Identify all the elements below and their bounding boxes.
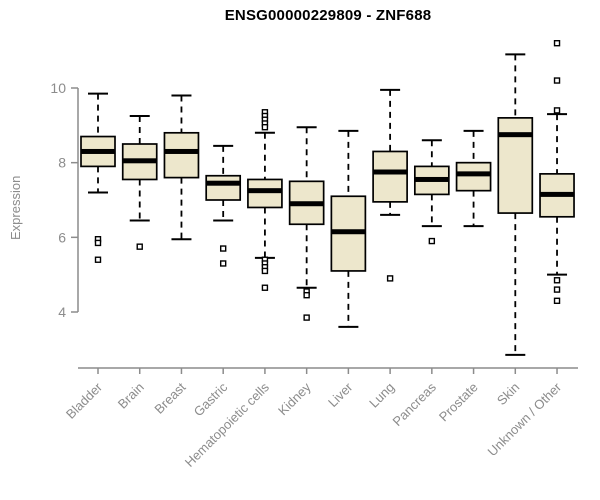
x-tick-label-prostate: Prostate: [436, 380, 481, 425]
box-gastric: [205, 174, 242, 201]
outlier-bladder: [94, 256, 102, 263]
median-prostate: [456, 171, 491, 177]
median-liver: [331, 229, 366, 235]
x-tick-label-kidney: Kidney: [275, 379, 314, 418]
outlier-gastric: [219, 245, 227, 252]
x-tick-label-breast: Breast: [151, 379, 188, 416]
box-lung: [372, 150, 408, 203]
x-tick-label-brain: Brain: [115, 380, 147, 412]
x-tick-label-liver: Liver: [325, 379, 356, 410]
outlier-gastric: [219, 260, 227, 267]
outlier-unknown-other: [553, 277, 561, 284]
x-tick-label-unknown-other: Unknown / Other: [485, 379, 565, 459]
box-prostate: [455, 161, 492, 192]
x-tick-label-lung: Lung: [366, 380, 397, 411]
outlier-unknown-other: [553, 77, 561, 84]
x-tick-label-bladder: Bladder: [63, 379, 106, 422]
x-tick-label-skin: Skin: [494, 380, 522, 408]
box-breast: [163, 131, 200, 179]
chart-title: ENSG00000229809 - ZNF688: [224, 7, 432, 24]
outlier-pancreas: [428, 237, 436, 245]
median-brain: [122, 158, 157, 164]
median-gastric: [206, 180, 241, 186]
median-unknown-other: [540, 191, 575, 197]
y-tick-label: 8: [58, 155, 66, 171]
y-tick-label: 10: [50, 80, 66, 96]
outlier-unknown-other: [553, 40, 561, 47]
outlier-unknown-other: [553, 107, 561, 114]
outlier-bladder: [94, 239, 102, 247]
outlier-unknown-other: [553, 297, 561, 304]
outlier-kidney: [303, 292, 310, 299]
y-axis-label: Expression: [8, 176, 23, 240]
box-skin: [497, 117, 534, 214]
median-hematopoietic-cells: [247, 188, 282, 194]
y-tick-label: 6: [58, 229, 66, 245]
outlier-lung: [386, 275, 394, 282]
outlier-hematopoietic-cells: [261, 123, 269, 131]
box-hematopoietic-cells: [247, 178, 283, 209]
median-breast: [164, 148, 199, 154]
y-tick-label: 4: [58, 304, 66, 320]
median-pancreas: [414, 176, 449, 182]
median-skin: [498, 132, 533, 138]
outlier-unknown-other: [553, 286, 561, 293]
outlier-kidney: [303, 314, 310, 321]
median-bladder: [81, 148, 115, 154]
median-kidney: [289, 201, 324, 207]
outlier-brain: [136, 243, 143, 250]
outlier-hematopoietic-cells: [261, 284, 269, 291]
x-tick-label-gastric: Gastric: [191, 379, 231, 419]
x-tick-label-pancreas: Pancreas: [390, 379, 440, 429]
median-lung: [373, 169, 408, 175]
outlier-hematopoietic-cells: [261, 267, 269, 275]
